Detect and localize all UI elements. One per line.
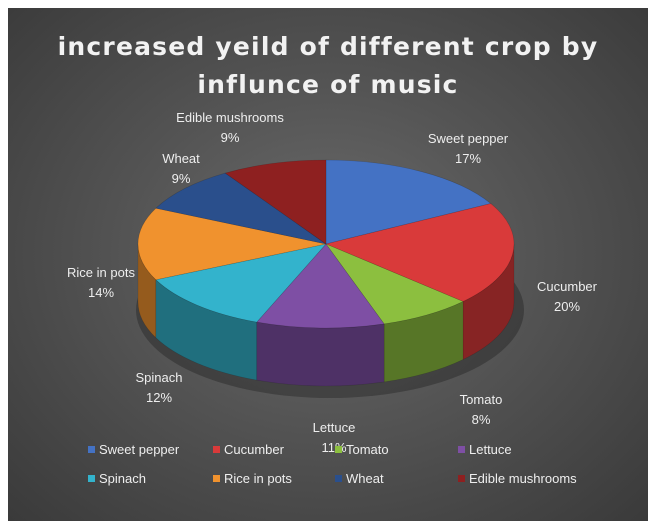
pie-slice-cucumber xyxy=(325,203,515,302)
data-label-name-edible-mushrooms: Edible mushrooms xyxy=(176,110,284,125)
legend-swatch xyxy=(213,475,220,482)
legend-item-edible-mushrooms: Edible mushrooms xyxy=(458,471,577,486)
data-label-name-spinach: Spinach xyxy=(136,370,183,385)
legend-item-lettuce: Lettuce xyxy=(458,442,512,457)
legend-swatch xyxy=(335,446,342,453)
legend-swatch xyxy=(335,475,342,482)
legend-item-rice-in-pots: Rice in pots xyxy=(213,471,292,486)
legend-swatch xyxy=(458,446,465,453)
data-label-name-wheat: Wheat xyxy=(162,151,200,166)
legend-item-cucumber: Cucumber xyxy=(213,442,284,457)
data-label-value-rice-in-pots: 14% xyxy=(88,285,114,300)
data-label-name-rice-in-pots: Rice in pots xyxy=(67,265,135,280)
pie-side-lettuce xyxy=(256,321,385,387)
legend-label: Sweet pepper xyxy=(99,442,180,457)
data-label-value-wheat: 9% xyxy=(172,171,191,186)
legend-item-tomato: Tomato xyxy=(335,442,389,457)
legend-label: Lettuce xyxy=(469,442,512,457)
data-label-name-lettuce: Lettuce xyxy=(313,420,356,435)
chart-title-line-2: influnce of music xyxy=(197,70,459,99)
data-label-value-sweet-pepper: 17% xyxy=(455,151,481,166)
data-labels: Sweet pepper 17% Cucumber 20% Tomato 8% Lettuc… xyxy=(67,110,598,455)
data-label-value-spinach: 12% xyxy=(146,390,172,405)
legend-swatch xyxy=(213,446,220,453)
pie-chart: Sweet pepper 17% Cucumber 20% Tomato 8% Lettuc… xyxy=(67,110,598,455)
legend-item-spinach: Spinach xyxy=(88,471,146,486)
data-label-name-cucumber: Cucumber xyxy=(537,279,598,294)
pie-top-faces xyxy=(137,159,515,329)
data-label-value-tomato: 8% xyxy=(472,412,491,427)
pie-slice-tomato xyxy=(325,243,464,325)
pie-slice-rice-in-pots xyxy=(137,207,327,281)
data-label-name-tomato: Tomato xyxy=(460,392,503,407)
legend-item-wheat: Wheat xyxy=(335,471,384,486)
legend-swatch xyxy=(88,475,95,482)
pie-side-walls xyxy=(137,243,515,387)
pie-slice-sweet-pepper xyxy=(325,159,492,245)
legend-label: Rice in pots xyxy=(224,471,292,486)
legend-item-sweet-pepper: Sweet pepper xyxy=(88,442,179,457)
pie-slice-edible-mushrooms xyxy=(224,159,327,245)
legend-label: Tomato xyxy=(346,442,389,457)
pie-slice-lettuce xyxy=(256,243,385,329)
legend-label: Cucumber xyxy=(224,442,284,457)
pie-slice-spinach xyxy=(155,243,327,323)
pie-side-tomato xyxy=(383,301,464,383)
legend-swatch xyxy=(458,475,465,482)
data-label-value-edible-mushrooms: 9% xyxy=(221,130,240,145)
legend-label: Edible mushrooms xyxy=(469,471,577,486)
legend-swatch xyxy=(88,446,95,453)
pie-slice-wheat xyxy=(155,172,327,245)
data-label-value-cucumber: 20% xyxy=(554,299,580,314)
legend-label: Wheat xyxy=(346,471,384,486)
legend-label: Spinach xyxy=(99,471,146,486)
chart-title-line-1: increased yeild of different crop by xyxy=(57,32,599,61)
chart-frame: Sweet pepper 17% Cucumber 20% Tomato 8% Lettuc… xyxy=(8,8,648,521)
data-label-name-sweet-pepper: Sweet pepper xyxy=(428,131,509,146)
